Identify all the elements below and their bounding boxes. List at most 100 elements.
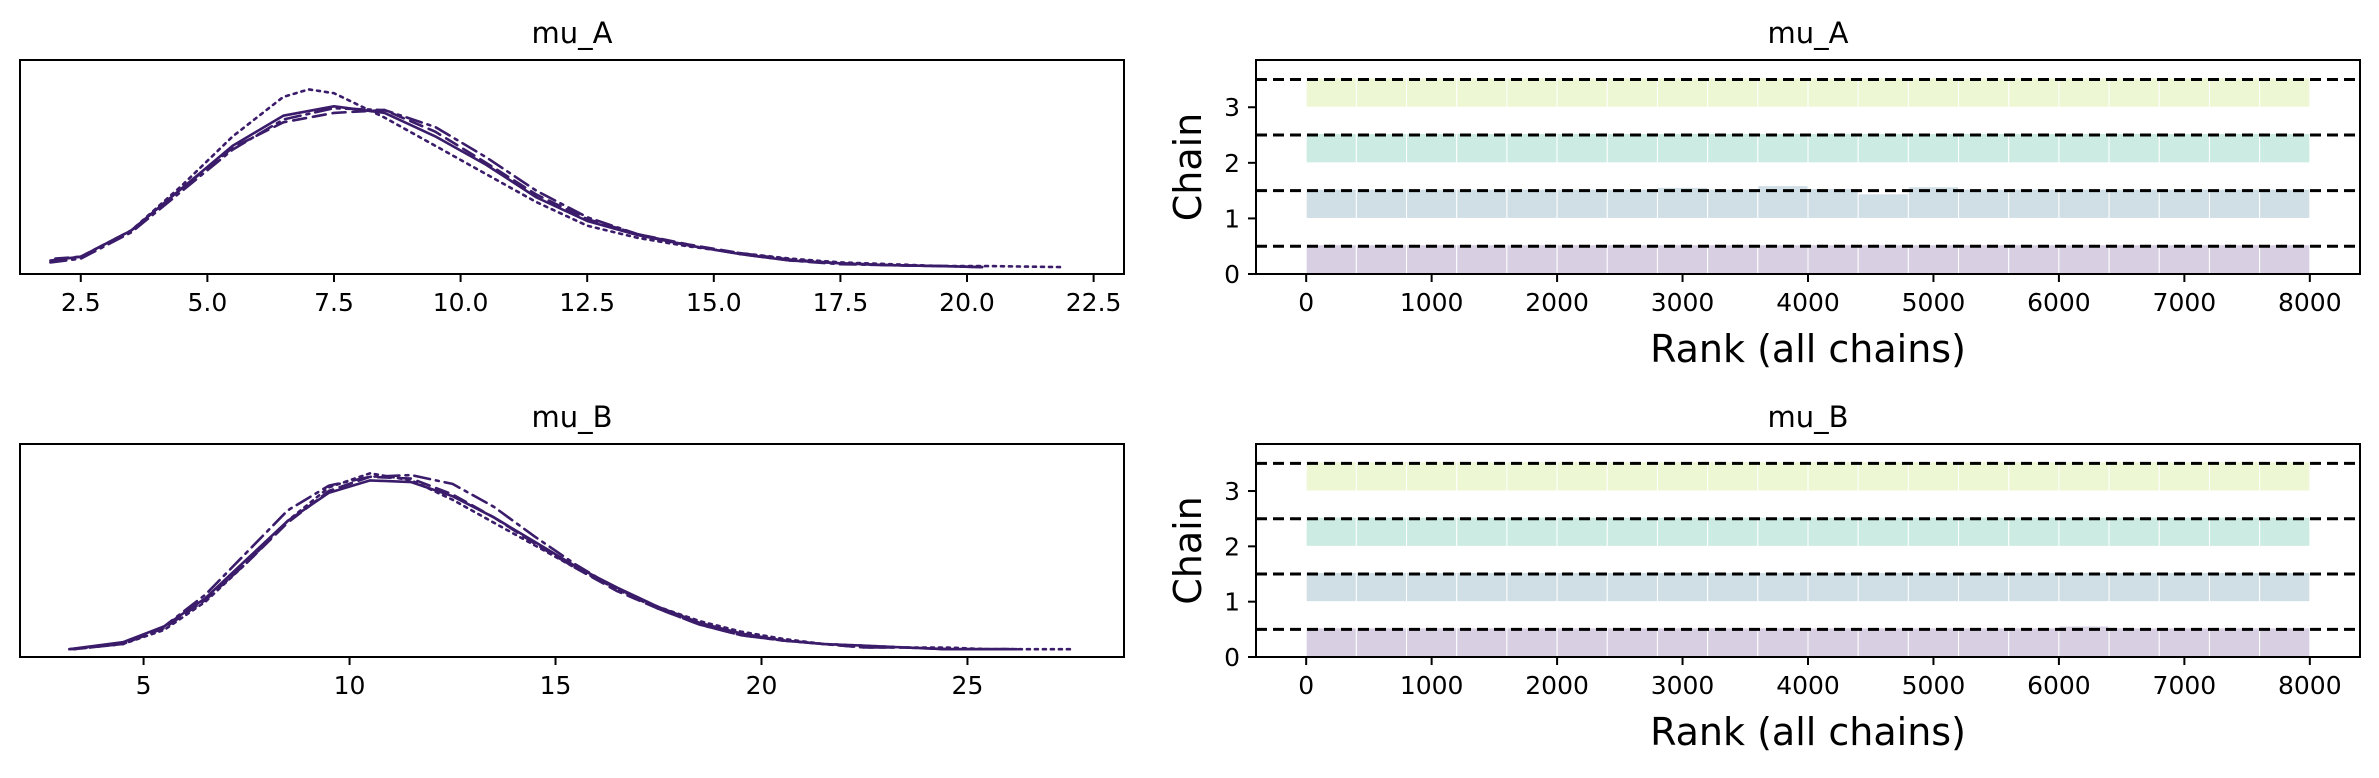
rank-bar — [1857, 193, 1909, 219]
x-tick-label: 1000 — [1400, 671, 1464, 700]
rank-bar — [2208, 627, 2261, 658]
x-axis-title: Rank (all chains) — [1650, 327, 1966, 371]
x-tick-label: 20 — [746, 671, 778, 700]
rank-bar — [1406, 516, 1458, 547]
rank-bar — [1456, 244, 1508, 275]
rank-bar — [1355, 572, 1408, 603]
y-axis-title: Chain — [1166, 496, 1210, 605]
rank-bar — [1305, 461, 1357, 492]
x-tick-label: 12.5 — [559, 288, 615, 317]
x-tick-label: 15.0 — [686, 288, 742, 317]
plot-frame — [19, 59, 1125, 275]
rank-bar — [2259, 572, 2311, 603]
rank-bar — [1506, 516, 1558, 547]
rank-bar — [1556, 572, 1608, 603]
rank-bar — [2208, 461, 2261, 492]
rank-bar — [2008, 627, 2060, 658]
x-tick-label: 22.5 — [1066, 288, 1122, 317]
rank-bar — [2259, 77, 2311, 108]
rank-bar — [2008, 572, 2060, 603]
rank-bar — [1406, 77, 1458, 108]
x-tick-label: 3000 — [1651, 288, 1715, 317]
rank-bar — [2008, 77, 2060, 108]
rank-bar — [1907, 461, 1960, 492]
panel-title: mu_B — [1767, 400, 1848, 434]
rank-bar — [2208, 244, 2261, 275]
rank-bar — [1707, 188, 1759, 219]
rank-bar — [1305, 188, 1357, 219]
rank-bar — [1606, 244, 1658, 275]
rank-bar — [2008, 133, 2060, 164]
rank-bar — [2208, 188, 2261, 219]
rank-bar — [1857, 516, 1909, 547]
rank-bar — [1456, 572, 1508, 603]
rank-bar — [1757, 77, 1809, 108]
x-tick-label: 5000 — [1902, 671, 1966, 700]
rank-bar — [1406, 572, 1458, 603]
rank-bar — [2008, 461, 2060, 492]
rank-bar — [2058, 461, 2110, 492]
rank-bar — [1406, 461, 1458, 492]
rank-bar — [1707, 572, 1759, 603]
x-tick-label: 7000 — [2153, 288, 2217, 317]
y-tick-label: 1 — [1224, 204, 1240, 233]
kde-curve-solid — [49, 105, 984, 269]
x-tick-label: 8000 — [2278, 288, 2342, 317]
rank-bar — [1958, 516, 2010, 547]
rank-bar — [1606, 133, 1658, 164]
x-axis-title: Rank (all chains) — [1650, 710, 1966, 754]
rank-bar — [2158, 627, 2210, 658]
rank-bar — [1556, 77, 1608, 108]
rank-bar — [2058, 133, 2110, 164]
rank-bar — [1707, 133, 1759, 164]
panel-title: mu_A — [1768, 16, 1849, 50]
rank-bar — [1606, 627, 1658, 658]
rank-bar — [2008, 244, 2060, 275]
rank-bar — [1305, 244, 1357, 275]
rank-bar — [1355, 461, 1408, 492]
rank-bar — [2208, 516, 2261, 547]
rank-bar — [1807, 188, 1859, 219]
rank-bar — [1355, 188, 1408, 219]
rank-bar — [1807, 516, 1859, 547]
rank-bar — [2108, 133, 2160, 164]
rank-bar — [1958, 461, 2010, 492]
rank-bar — [1757, 572, 1809, 603]
rank-bar — [1757, 461, 1809, 492]
rank-bar — [1907, 627, 1960, 658]
rank-bar — [2259, 244, 2311, 275]
rank-bar — [1907, 244, 1960, 275]
rank-bar — [1506, 572, 1558, 603]
x-tick-label: 7.5 — [314, 288, 354, 317]
x-tick-label: 8000 — [2278, 671, 2342, 700]
x-tick-label: 5 — [136, 671, 152, 700]
rank-bar — [2158, 77, 2210, 108]
rank-bar — [2259, 133, 2311, 164]
rank-bar — [1807, 244, 1859, 275]
rank-bar — [1305, 133, 1357, 164]
rank-bar — [1857, 461, 1909, 492]
rank-bar — [1506, 627, 1558, 658]
rank-bar — [1807, 461, 1859, 492]
rank-bar — [2058, 516, 2110, 547]
x-tick-label: 2000 — [1525, 288, 1589, 317]
kde-curve-solid — [68, 479, 1019, 651]
rank-bar — [1606, 516, 1658, 547]
panel-title: mu_B — [531, 400, 612, 434]
x-tick-label: 3000 — [1651, 671, 1715, 700]
rank-bar — [1958, 188, 2010, 219]
rank-bar — [1606, 188, 1658, 219]
rank-bar — [2058, 77, 2110, 108]
rank-bar — [2259, 188, 2311, 219]
rank-bar — [1857, 77, 1909, 108]
x-tick-label: 6000 — [2027, 288, 2091, 317]
rank-bar — [1656, 516, 1709, 547]
rank-bar — [1958, 133, 2010, 164]
x-tick-label: 10 — [334, 671, 366, 700]
rank-bar — [2208, 133, 2261, 164]
x-tick-label: 15 — [540, 671, 572, 700]
x-tick-label: 2.5 — [61, 288, 101, 317]
rank-bar — [1606, 461, 1658, 492]
rank-bar — [1907, 186, 1960, 219]
